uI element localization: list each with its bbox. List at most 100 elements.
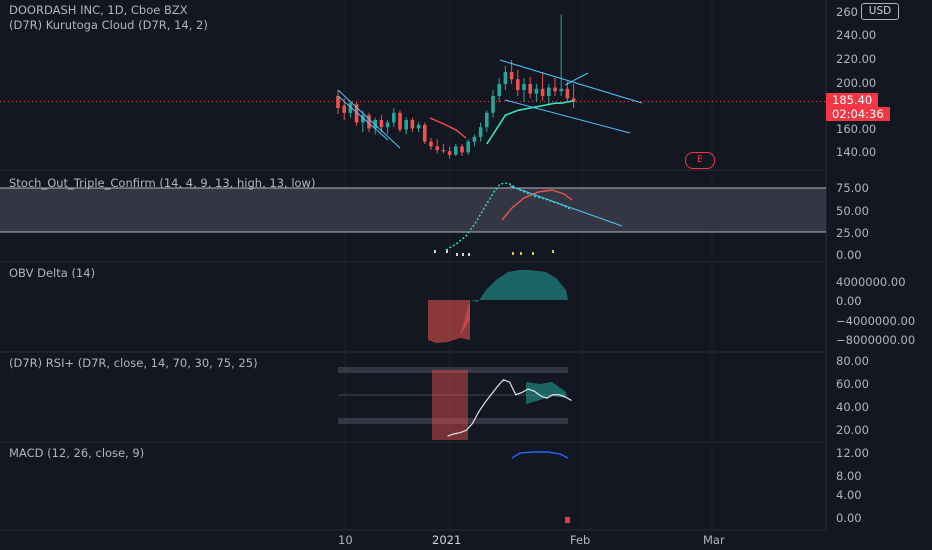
stoch-signal-dot [434,250,436,253]
rsi-lower-band [338,418,568,424]
macd-axis-label: 4.00 [836,488,862,502]
macd-axis-label: 0.00 [836,511,862,525]
candle-body [503,72,508,84]
indicator-title-cloud: (D7R) Kurutoga Cloud (D7R, 14, 2) [9,18,208,32]
stoch-trend-line [509,185,623,227]
trend-line [337,89,401,149]
obv-negative-area [428,300,470,343]
obv-axis-label: 4000000.00 [836,275,906,289]
candle-body [553,87,557,92]
candle-body [385,122,390,128]
rsi-line [447,379,572,437]
candle-body [485,112,489,128]
time-axis-label: Mar [703,533,725,547]
candle-body [435,146,439,150]
candle-body [392,112,396,123]
candle-body [522,84,526,90]
macd-title: MACD (12, 26, close, 9) [9,446,145,460]
candle-body [547,87,551,96]
obv-positive-area [470,270,568,302]
obv-axis-label: −8000000.00 [836,333,916,347]
candle-body [571,98,576,102]
candle-body [367,115,371,129]
candle-body [348,103,353,113]
bar-countdown-tag: 02:04:36 [826,107,890,121]
candle-body [429,141,433,147]
stoch-axis-label: 75.00 [836,181,869,195]
rsi-oversold-highlight [432,370,468,440]
trend-line [564,72,589,86]
candle-body [565,88,570,99]
candle-body [528,84,532,94]
stoch-signal-dot [456,253,458,256]
price-axis-label: 160.00 [836,122,877,136]
rsi-axis-label: 20.00 [836,423,869,437]
symbol-title: DOORDASH INC, 1D, Cboe BZX [9,3,188,17]
candle-body [540,88,545,96]
obv-title: OBV Delta (14) [9,266,96,280]
stoch-signal-dot [520,252,522,255]
stoch-signal-dot [532,252,534,255]
candle-body [379,120,384,128]
stoch-signal-dot [468,253,470,256]
stoch-signal-dot [552,250,554,253]
candle-body [354,104,359,123]
candle-body [491,96,495,113]
rsi-axis-label: 80.00 [836,354,869,368]
stoch-line-slow [501,189,573,221]
rsi-title: (D7R) RSI+ (D7R, close, 14, 70, 30, 75, … [9,356,258,370]
candle-body [447,151,452,155]
macd-axis-label: 12.00 [836,446,869,460]
candle-body [509,72,514,80]
candle-body [441,150,446,152]
earnings-marker[interactable]: E [685,152,715,169]
stoch-line-fast [445,182,573,251]
candle-body [516,79,520,90]
cloud-line [486,100,574,145]
obv-axis-label: −4000000.00 [836,314,916,328]
candle-body [497,84,501,96]
candle-body [478,127,483,137]
price-axis-label: 260 [836,5,858,19]
candle-body [410,120,415,129]
stoch-signal-dot [512,252,514,255]
currency-button[interactable]: USD [861,3,899,20]
time-axis-label: 10 [338,533,353,547]
candle-body [336,96,340,108]
price-axis-label: 220.00 [836,52,877,66]
candle-body [361,115,365,123]
time-axis-label: 2021 [432,533,462,547]
candle-body [342,105,346,113]
candle-body [460,146,464,153]
rsi-upper-band [338,367,568,373]
trend-line [504,99,631,134]
rsi-axis-label: 40.00 [836,400,869,414]
price-axis-label: 240.00 [836,28,877,42]
last-price-tag: 185.40 [826,93,879,107]
price-axis-label: 200.00 [836,76,877,90]
stoch-axis-label: 0.00 [836,248,862,262]
stoch-signal-dot [462,253,464,256]
macd-line [511,451,569,459]
trend-line [337,95,389,141]
stoch-axis-label: 50.00 [836,204,869,218]
stoch-title: Stoch_Out_Triple_Confirm (14, 4, 9, 13, … [9,176,316,190]
rsi-axis-label: 60.00 [836,377,869,391]
candle-body [454,146,458,155]
candle-body [398,112,402,130]
candle-body [466,141,470,153]
candle-body [423,124,427,142]
macd-histogram-bar [565,517,570,523]
candle-body [404,120,408,130]
candle-body [559,88,563,92]
stoch-band [0,188,826,232]
obv-negative-edge [460,300,470,336]
price-axis-label: 140.00 [836,145,877,159]
candle-body [472,136,477,142]
cloud-line-bearish [429,117,467,139]
time-axis-label: Feb [570,533,591,547]
candle-body [534,88,539,94]
obv-axis-label: 0.00 [836,294,862,308]
rsi-cloud [526,382,566,404]
